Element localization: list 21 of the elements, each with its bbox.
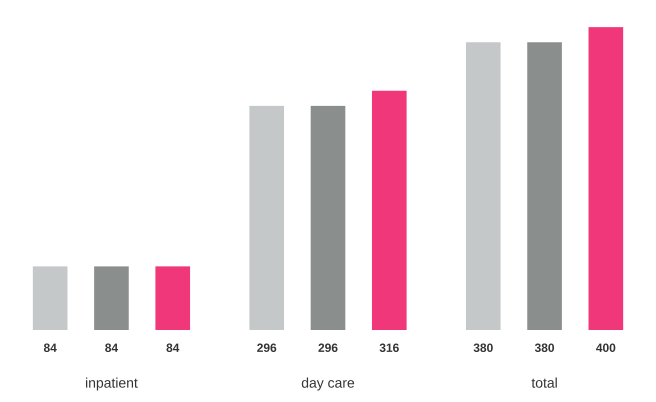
- data-label: 296: [257, 344, 276, 352]
- bar: [94, 266, 129, 330]
- bar: [527, 42, 562, 330]
- bar: [249, 106, 284, 330]
- data-label: 296: [318, 344, 338, 352]
- data-label: 400: [596, 344, 616, 352]
- data-label: 84: [105, 344, 118, 352]
- x-tick-label: day care: [302, 378, 354, 391]
- data-label: 84: [166, 344, 180, 352]
- data-label: 316: [380, 344, 399, 352]
- bar: [155, 266, 190, 330]
- bar: [310, 106, 346, 330]
- data-label: 84: [44, 344, 57, 352]
- x-tick-label: total: [532, 378, 557, 388]
- data-label: 380: [534, 344, 554, 352]
- x-tick-label: inpatient: [86, 378, 138, 391]
- bar: [32, 266, 68, 330]
- bar: [372, 90, 407, 330]
- bar: [466, 42, 501, 330]
- data-label: 380: [474, 344, 493, 352]
- bar: [588, 27, 624, 330]
